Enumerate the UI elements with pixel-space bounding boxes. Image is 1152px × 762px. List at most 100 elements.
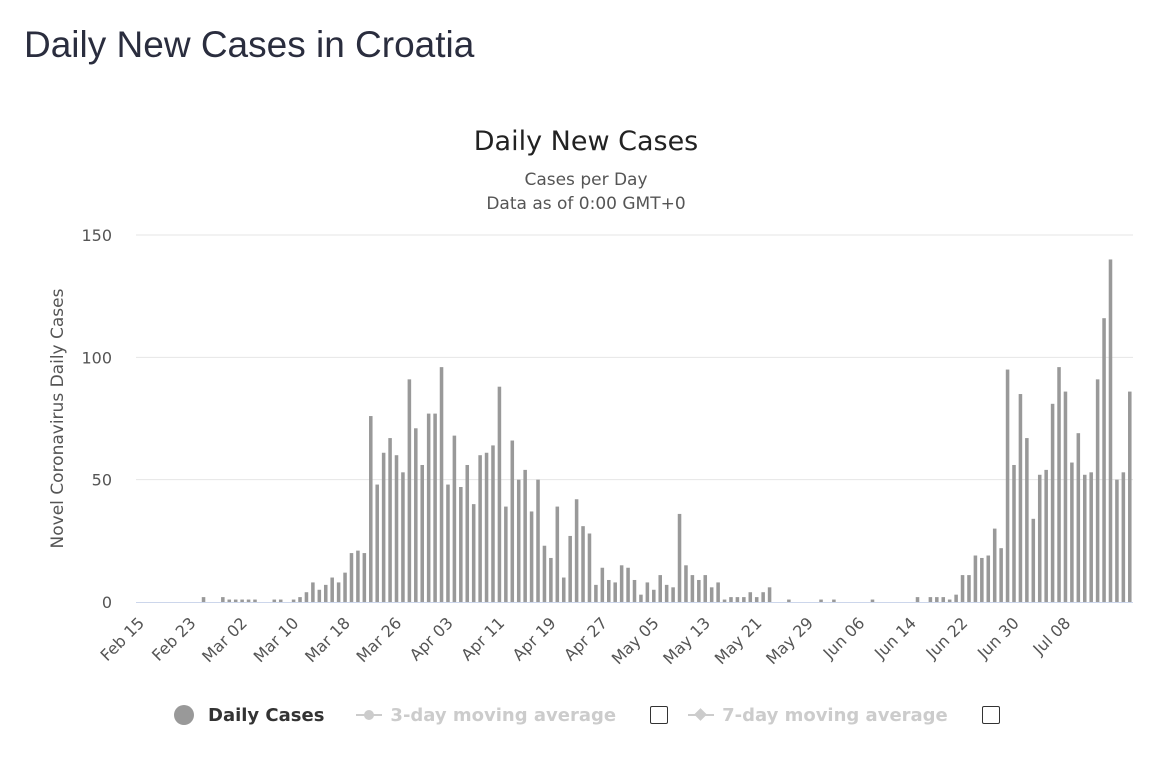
bar[interactable] [317, 589, 322, 602]
bar[interactable] [497, 386, 502, 602]
bar[interactable] [336, 582, 341, 602]
bar[interactable] [414, 428, 418, 602]
bar[interactable] [394, 455, 399, 602]
bar[interactable] [446, 484, 450, 602]
bar[interactable] [491, 445, 495, 602]
bar[interactable] [581, 526, 585, 602]
bar[interactable] [330, 577, 334, 602]
bar[interactable] [401, 472, 405, 602]
bar[interactable] [278, 599, 283, 602]
bar[interactable] [1057, 367, 1061, 602]
bar[interactable] [658, 575, 662, 602]
bar[interactable] [703, 575, 708, 602]
legend-item-3-day-average[interactable]: 3-day moving average [356, 705, 616, 726]
bar[interactable] [973, 555, 978, 602]
bar[interactable] [407, 379, 412, 602]
bar[interactable] [523, 469, 527, 602]
bar[interactable] [1070, 462, 1074, 602]
3-day-average-checkbox[interactable] [650, 706, 669, 724]
bar[interactable] [986, 555, 991, 602]
bar[interactable] [536, 479, 540, 602]
legend-item-daily-cases[interactable]: Daily Cases [174, 705, 324, 726]
bar[interactable] [549, 557, 553, 602]
bar[interactable] [645, 582, 650, 602]
bar[interactable] [832, 599, 836, 602]
bar[interactable] [947, 599, 952, 602]
bar[interactable] [967, 575, 971, 602]
bar[interactable] [1044, 469, 1048, 602]
bar[interactable] [1108, 259, 1113, 602]
bar[interactable] [240, 599, 244, 602]
bar[interactable] [954, 594, 958, 602]
bar[interactable] [1012, 464, 1016, 602]
bar[interactable] [742, 597, 746, 602]
bar[interactable] [671, 587, 675, 602]
bar[interactable] [439, 367, 444, 602]
bar[interactable] [722, 599, 727, 602]
bar[interactable] [1063, 391, 1068, 602]
bar[interactable] [1031, 518, 1036, 602]
bar[interactable] [510, 440, 515, 602]
bar[interactable] [1089, 472, 1093, 602]
bar[interactable] [426, 413, 431, 602]
bar[interactable] [941, 597, 946, 602]
bar[interactable] [980, 557, 984, 602]
bar[interactable] [690, 575, 695, 602]
bar[interactable] [381, 452, 386, 602]
bar[interactable] [433, 413, 437, 602]
bar[interactable] [201, 597, 206, 602]
bar[interactable] [362, 553, 367, 602]
bar[interactable] [375, 484, 379, 602]
bar[interactable] [626, 567, 630, 602]
bar[interactable] [246, 599, 251, 602]
bar[interactable] [1025, 438, 1029, 602]
bar[interactable] [529, 511, 534, 602]
bar[interactable] [465, 464, 470, 602]
bar[interactable] [484, 452, 489, 602]
bar[interactable] [607, 579, 611, 602]
bar[interactable] [1128, 391, 1132, 602]
bar[interactable] [960, 575, 965, 602]
bar[interactable] [298, 597, 302, 602]
bar[interactable] [253, 599, 257, 602]
bar[interactable] [478, 455, 482, 602]
bar[interactable] [343, 572, 347, 602]
bar[interactable] [1115, 479, 1119, 602]
bar[interactable] [992, 528, 997, 602]
bar[interactable] [311, 582, 315, 602]
bar[interactable] [716, 582, 720, 602]
bar[interactable] [349, 553, 354, 602]
bar[interactable] [935, 597, 939, 602]
bar[interactable] [928, 597, 933, 602]
bar[interactable] [754, 597, 759, 602]
bar[interactable] [1102, 318, 1106, 602]
bar[interactable] [1076, 433, 1081, 602]
bar[interactable] [632, 579, 637, 602]
bar[interactable] [677, 513, 682, 602]
bar[interactable] [1005, 369, 1010, 602]
bar[interactable] [323, 584, 328, 602]
bar[interactable] [452, 435, 457, 602]
bar[interactable] [767, 587, 772, 602]
bar[interactable] [697, 579, 701, 602]
bar[interactable] [516, 479, 521, 602]
bar[interactable] [471, 504, 476, 602]
bar[interactable] [504, 506, 508, 602]
bar[interactable] [369, 416, 373, 602]
bar[interactable] [1095, 379, 1100, 602]
bar[interactable] [561, 577, 566, 602]
bar[interactable] [388, 438, 392, 602]
bar[interactable] [555, 506, 560, 602]
bar[interactable] [748, 592, 753, 602]
bar[interactable] [420, 464, 425, 602]
bar[interactable] [613, 582, 617, 602]
bar[interactable] [356, 550, 360, 602]
bar[interactable] [227, 599, 232, 602]
bar[interactable] [272, 599, 277, 602]
bar[interactable] [639, 594, 643, 602]
bar[interactable] [684, 565, 688, 602]
bar[interactable] [761, 592, 765, 602]
bar[interactable] [652, 589, 656, 602]
bar[interactable] [915, 597, 920, 602]
bar[interactable] [1082, 474, 1087, 602]
